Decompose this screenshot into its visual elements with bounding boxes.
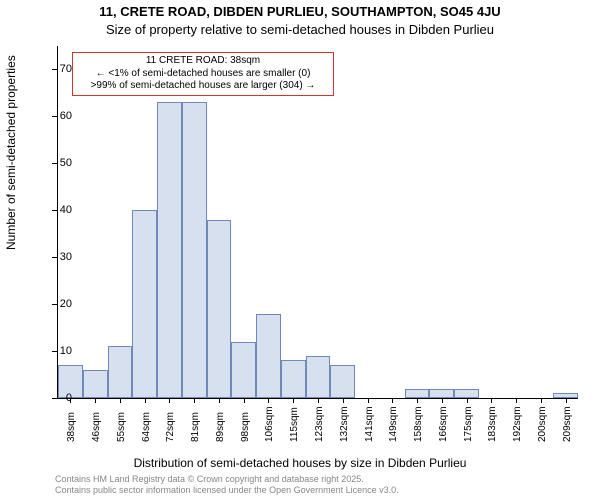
x-tick-label: 192sqm: [512, 406, 523, 442]
annotation-line: 11 CRETE ROAD: 38sqm: [77, 55, 329, 68]
x-tick: [293, 398, 294, 403]
bar: [454, 389, 479, 398]
x-tick: [541, 398, 542, 403]
x-tick: [516, 398, 517, 403]
x-tick-label: 175sqm: [463, 406, 474, 442]
x-tick-label: 132sqm: [339, 406, 350, 442]
plot-area: 38sqm46sqm55sqm64sqm72sqm81sqm89sqm98sqm…: [57, 46, 578, 399]
bar: [231, 342, 256, 398]
x-tick: [268, 398, 269, 403]
bar: [256, 314, 281, 398]
x-tick-label: 158sqm: [413, 406, 424, 442]
chart-container: 11, CRETE ROAD, DIBDEN PURLIEU, SOUTHAMP…: [0, 0, 600, 500]
x-tick: [95, 398, 96, 403]
credits-block: Contains HM Land Registry data © Crown c…: [55, 474, 399, 497]
y-tick-label: 30: [60, 251, 72, 263]
annotation-line: >99% of semi-detached houses are larger …: [77, 80, 329, 93]
x-tick: [343, 398, 344, 403]
credits-line: Contains HM Land Registry data © Crown c…: [55, 474, 399, 485]
x-tick: [120, 398, 121, 403]
x-tick-label: 55sqm: [116, 412, 127, 442]
x-tick: [169, 398, 170, 403]
x-tick-label: 209sqm: [562, 406, 573, 442]
bar: [405, 389, 430, 398]
x-tick: [491, 398, 492, 403]
x-tick-label: 166sqm: [438, 406, 449, 442]
bar: [281, 360, 306, 398]
bar: [182, 102, 207, 398]
y-tick-label: 10: [60, 345, 72, 357]
y-tick: [52, 116, 58, 117]
x-tick-label: 106sqm: [264, 406, 275, 442]
x-tick: [368, 398, 369, 403]
bar: [83, 370, 108, 398]
x-tick: [194, 398, 195, 403]
x-tick: [467, 398, 468, 403]
x-tick: [392, 398, 393, 403]
y-tick: [52, 304, 58, 305]
y-tick-label: 40: [60, 204, 72, 216]
x-tick-label: 141sqm: [364, 406, 375, 442]
y-tick-label: 20: [60, 298, 72, 310]
bar: [207, 220, 232, 398]
x-tick-label: 72sqm: [165, 412, 176, 442]
y-tick: [52, 351, 58, 352]
bar: [132, 210, 157, 398]
annotation-box: 11 CRETE ROAD: 38sqm← <1% of semi-detach…: [72, 52, 334, 96]
bar: [330, 365, 355, 398]
x-tick-label: 64sqm: [141, 412, 152, 442]
bar: [306, 356, 331, 398]
x-tick: [417, 398, 418, 403]
y-tick: [52, 398, 58, 399]
chart-title-1: 11, CRETE ROAD, DIBDEN PURLIEU, SOUTHAMP…: [0, 4, 600, 19]
x-tick-label: 98sqm: [240, 412, 251, 442]
x-tick-label: 89sqm: [215, 412, 226, 442]
x-tick: [566, 398, 567, 403]
x-tick-label: 200sqm: [537, 406, 548, 442]
x-tick: [219, 398, 220, 403]
y-tick: [52, 257, 58, 258]
bar: [157, 102, 182, 398]
credits-line: Contains public sector information licen…: [55, 485, 399, 496]
y-tick: [52, 163, 58, 164]
x-tick-label: 183sqm: [487, 406, 498, 442]
x-tick: [442, 398, 443, 403]
y-tick: [52, 69, 58, 70]
y-tick-label: 70: [60, 63, 72, 75]
bar: [429, 389, 454, 398]
bar: [108, 346, 133, 398]
x-tick-label: 149sqm: [388, 406, 399, 442]
x-tick: [145, 398, 146, 403]
y-tick-label: 50: [60, 157, 72, 169]
chart-title-2: Size of property relative to semi-detach…: [0, 22, 600, 37]
y-tick: [52, 210, 58, 211]
y-axis-label: Number of semi-detached properties: [4, 55, 18, 250]
x-tick: [244, 398, 245, 403]
x-tick-label: 46sqm: [91, 412, 102, 442]
x-tick-label: 81sqm: [190, 412, 201, 442]
x-tick-label: 115sqm: [289, 407, 300, 442]
x-tick: [318, 398, 319, 403]
y-tick-label: 0: [66, 392, 72, 404]
annotation-line: ← <1% of semi-detached houses are smalle…: [77, 68, 329, 81]
x-tick-label: 38sqm: [66, 412, 77, 442]
y-tick-label: 60: [60, 110, 72, 122]
x-tick-label: 123sqm: [314, 406, 325, 442]
x-axis-label: Distribution of semi-detached houses by …: [0, 456, 600, 470]
